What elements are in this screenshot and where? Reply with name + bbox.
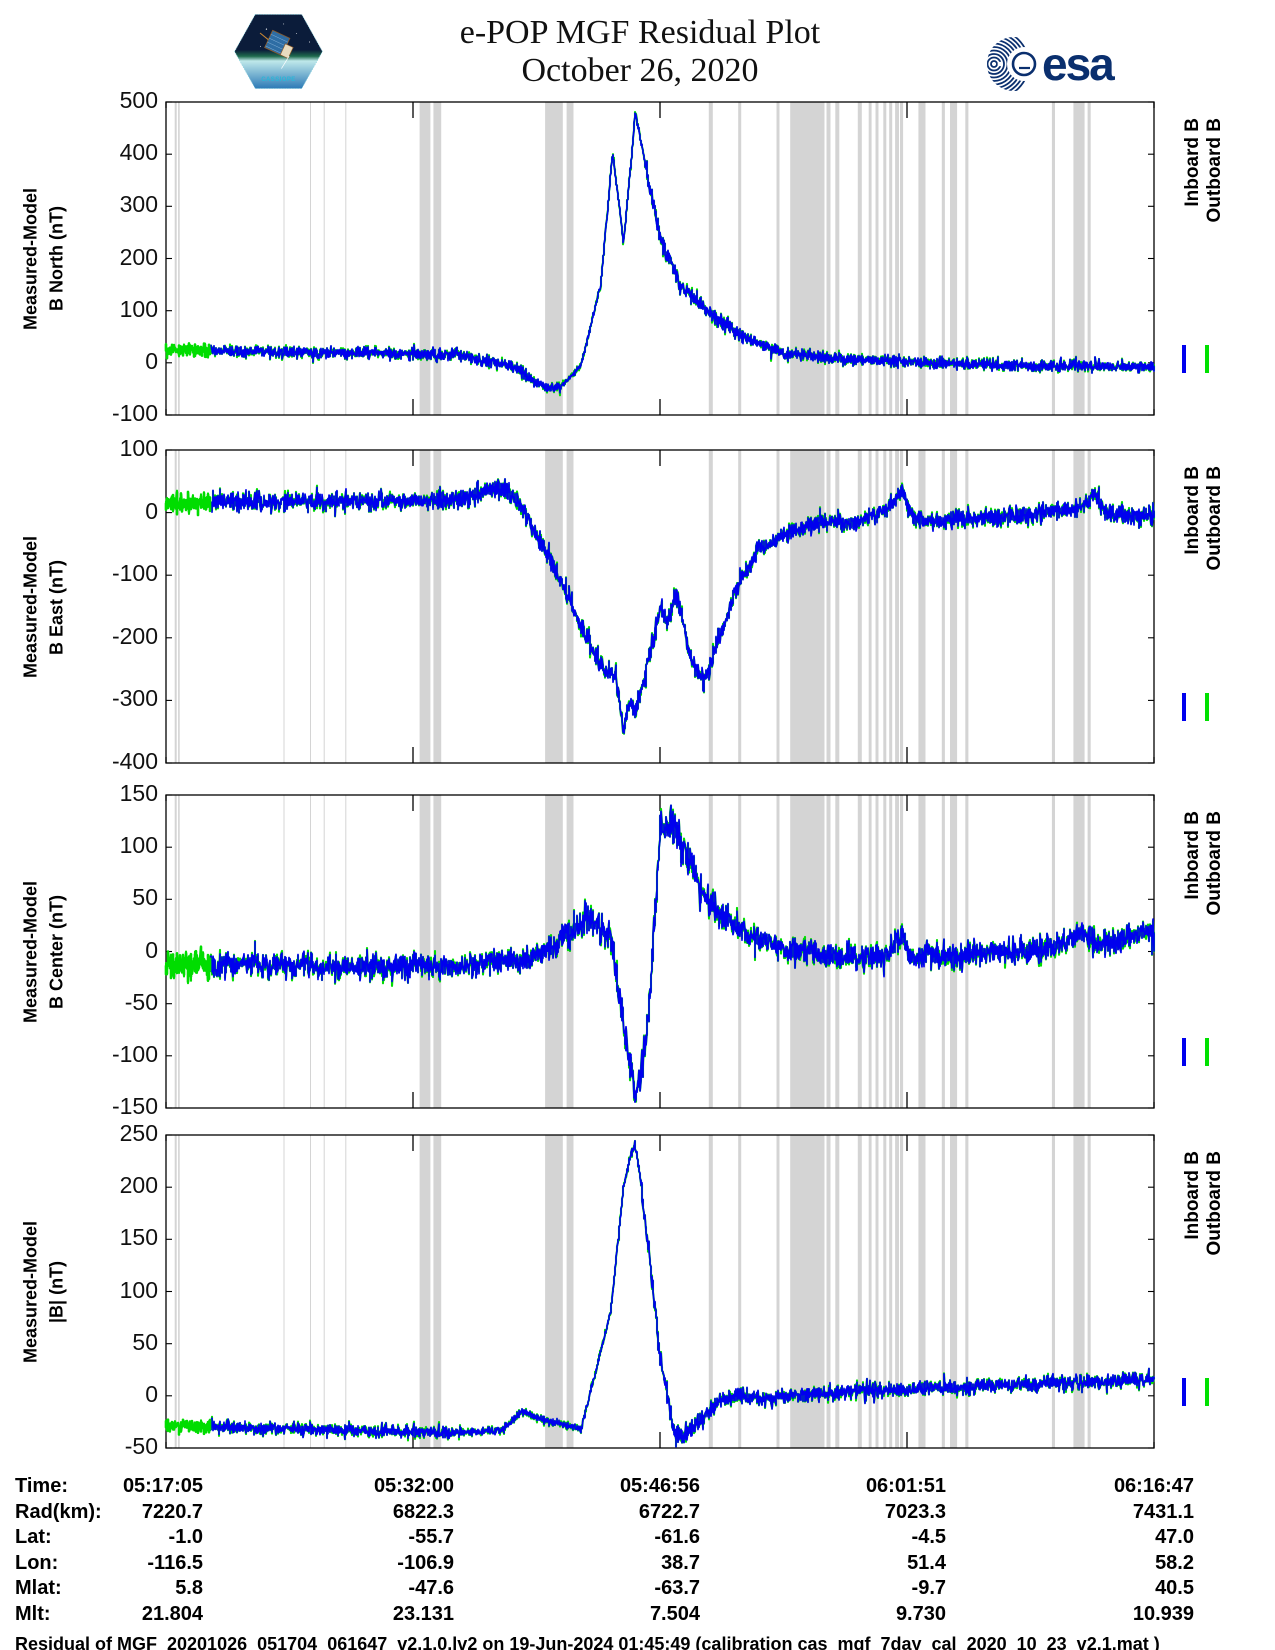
svg-text:esa: esa — [1042, 38, 1115, 90]
svg-text:CASSIOPE: CASSIOPE — [261, 77, 296, 83]
